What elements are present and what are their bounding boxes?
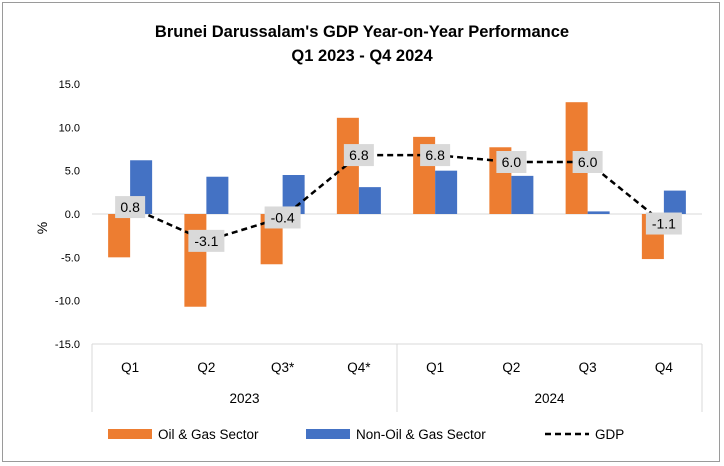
x-tick-label: Q2 (197, 360, 215, 375)
legend-label: Oil & Gas Sector (158, 427, 259, 442)
x-group-label: 2023 (229, 391, 259, 406)
bars (108, 102, 686, 307)
x-tick-label: Q3 (579, 360, 597, 375)
x-tick-label: Q1 (121, 360, 139, 375)
oil-gas-bar (184, 214, 207, 307)
non-oil-gas-bar (511, 175, 534, 214)
non-oil-gas-bar (206, 176, 229, 214)
y-tick-label: -5.0 (61, 252, 80, 264)
gdp-data-label: 6.0 (578, 154, 598, 170)
legend-swatch (108, 429, 152, 439)
y-tick-label: 0.0 (65, 209, 80, 221)
y-tick-label: -15.0 (55, 339, 80, 351)
gdp-data-label: -1.1 (652, 216, 676, 232)
x-tick-label: Q4 (655, 360, 674, 375)
gdp-data-label-box (572, 151, 603, 173)
chart-subtitle: Q1 2023 - Q4 2024 (291, 47, 433, 65)
y-axis-label: % (34, 222, 50, 234)
data-labels: 0.8 -3.1 -0.4 6.8 6.8 6.0 6.0 -1.1 (115, 144, 682, 252)
gdp-data-label: -3.1 (194, 233, 218, 249)
gdp-data-label-box (420, 144, 451, 167)
gdp-data-label: 6.0 (502, 154, 522, 170)
y-tick-label: 10.0 (59, 122, 80, 134)
gdp-data-label: 6.8 (349, 147, 369, 163)
x-group-label: 2024 (534, 391, 565, 406)
legend-label: Non-Oil & Gas Sector (356, 427, 486, 442)
y-tick-label: 5.0 (65, 166, 80, 178)
gdp-data-label-box (343, 144, 374, 167)
non-oil-gas-bar (587, 211, 610, 214)
non-oil-gas-bar (435, 170, 458, 214)
non-oil-gas-bar (663, 190, 686, 214)
y-tick-label: 15.0 (59, 79, 80, 91)
oil-gas-bar (108, 214, 131, 258)
non-oil-gas-bar (358, 187, 381, 214)
gdp-data-label-box (115, 196, 146, 219)
gdp-data-label-box (188, 229, 225, 252)
chart-title: Brunei Darussalam's GDP Year-on-Year Per… (155, 23, 569, 41)
x-tick-label: Q3* (271, 360, 295, 375)
x-tick-label: Q4* (347, 360, 371, 375)
gdp-data-label-box (496, 151, 527, 173)
legend: Oil & Gas Sector Non-Oil & Gas Sector GDP (108, 427, 624, 442)
gdp-data-label-box (264, 206, 301, 229)
x-tick-label: Q1 (426, 360, 444, 375)
x-tick-label: Q2 (502, 360, 520, 375)
gdp-data-label: -0.4 (271, 209, 295, 225)
gdp-data-label: 0.8 (120, 199, 140, 215)
y-tick-label: -10.0 (55, 296, 80, 308)
gdp-data-label: 6.8 (425, 147, 445, 163)
axes: 15.0 10.0 5.0 0.0 -5.0 -10.0 -15.0 Q1 Q2 Q3* Q4* Q1… (55, 79, 703, 412)
gdp-data-label-box (645, 212, 682, 235)
legend-label: GDP (595, 427, 624, 442)
legend-swatch (306, 429, 350, 439)
